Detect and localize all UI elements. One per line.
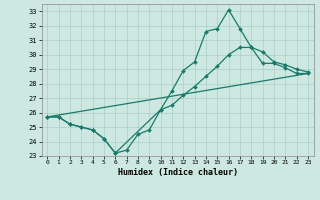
X-axis label: Humidex (Indice chaleur): Humidex (Indice chaleur) — [118, 168, 237, 177]
